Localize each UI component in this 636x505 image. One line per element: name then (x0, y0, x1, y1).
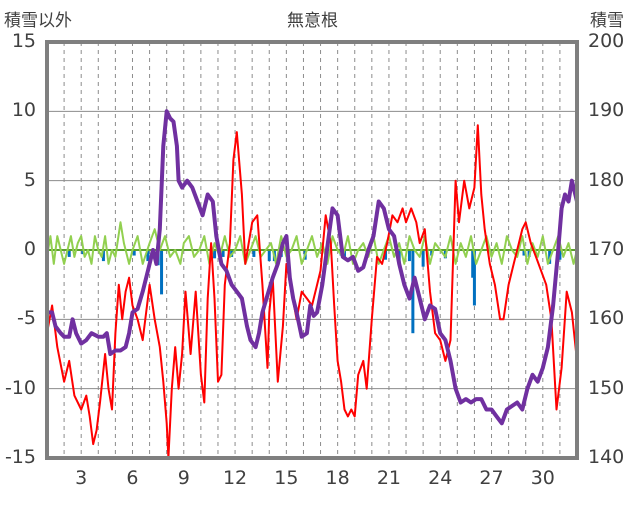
blue-bar (221, 250, 225, 257)
y-left-tick-label: 10 (11, 99, 36, 122)
blue-bar (471, 250, 475, 278)
x-tick-label: 9 (177, 467, 190, 489)
y-left-tick-label: -15 (4, 446, 36, 468)
blue-bar (101, 250, 105, 262)
plot-frame (45, 40, 579, 460)
blue-bar (407, 250, 411, 262)
x-tick-label: 15 (274, 467, 299, 489)
blue-bar (384, 250, 388, 260)
y-right-tick-label: 140 (588, 446, 625, 468)
blue-bar (472, 250, 476, 306)
right-axis-title: 積雪 (590, 11, 624, 31)
blue-bar (132, 250, 136, 256)
x-tick-label: 27 (479, 467, 504, 489)
y-left-tick-label: -5 (17, 307, 36, 330)
green-series (46, 221, 578, 265)
x-tick-label: 6 (126, 467, 139, 489)
x-tick-label: 24 (428, 467, 453, 489)
x-tick-label: 21 (376, 467, 402, 489)
blue-bar (160, 250, 164, 295)
temperature-series (46, 124, 578, 459)
blue-bar (67, 250, 71, 257)
y-right-tick-label: 150 (588, 376, 625, 399)
y-right-tick-label: 170 (588, 238, 625, 260)
chart-title: 無意根 (287, 11, 338, 31)
snow-depth-line (47, 109, 579, 426)
blue-bar (558, 250, 562, 260)
x-tick-label: 30 (530, 467, 555, 489)
blue-bar (522, 250, 526, 256)
y-left-tick-label: 15 (11, 30, 36, 52)
x-tick-label: 12 (222, 467, 248, 489)
y-left-tick-label: 0 (23, 238, 36, 260)
green-series-line (46, 221, 578, 265)
y-left-tick-label: -10 (4, 376, 36, 399)
blue-bar (213, 250, 217, 259)
blue-bar (430, 250, 434, 256)
y-right-tick-label: 160 (588, 307, 625, 330)
blue-bar (252, 250, 256, 257)
blue-bar (146, 250, 150, 262)
snow-depth-series (47, 109, 579, 426)
y-right-tick-label: 200 (588, 30, 625, 52)
blue-bar (267, 250, 271, 262)
y-right-tick-label: 190 (588, 99, 625, 122)
x-tick-label: 3 (75, 467, 88, 489)
left-axis-title: 積雪以外 (4, 11, 72, 31)
y-right-tick-label: 180 (588, 168, 625, 191)
y-left-tick-label: 5 (23, 168, 36, 191)
blue-bar (421, 250, 425, 267)
x-tick-label: 18 (325, 467, 350, 489)
temperature-line (46, 124, 578, 459)
